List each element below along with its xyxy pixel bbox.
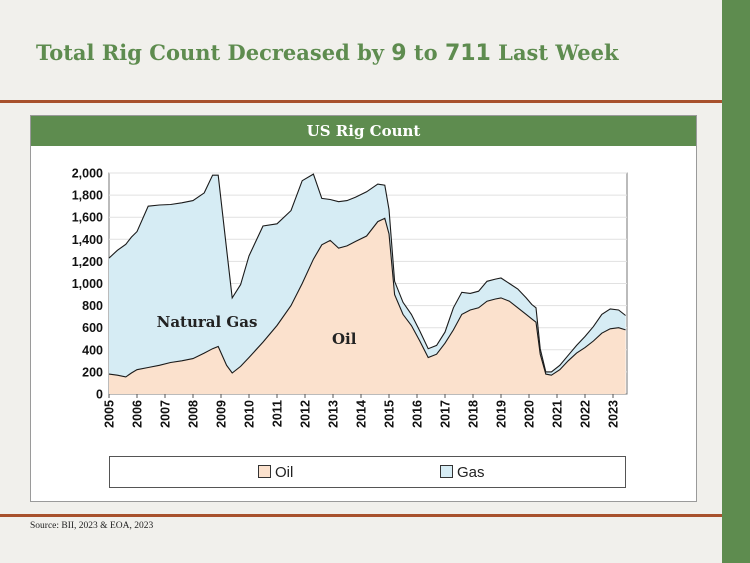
annotation-label: Oil bbox=[332, 330, 357, 348]
source-note: Source: BII, 2023 & EOA, 2023 bbox=[30, 521, 154, 531]
rig-count-area-chart: 0 200 400 600 800 1,000 1,200 1,400 1,600 1,800 2,… bbox=[72, 167, 628, 428]
slide-title-part: to bbox=[406, 40, 445, 65]
x-tick-label: 2010 bbox=[243, 400, 257, 428]
title-divider bbox=[0, 100, 722, 103]
legend-swatch-oil bbox=[258, 465, 271, 478]
x-tick-label: 2008 bbox=[187, 400, 201, 428]
x-tick-label: 2005 bbox=[103, 400, 117, 428]
y-tick-label: 1,000 bbox=[72, 277, 103, 291]
y-tick-label: 1,200 bbox=[72, 255, 103, 269]
y-tick-label: 0 bbox=[96, 388, 103, 402]
x-tick-label: 2021 bbox=[551, 400, 565, 428]
footer-divider bbox=[0, 514, 722, 517]
y-tick-label: 1,800 bbox=[72, 189, 103, 203]
y-tick-label: 2,000 bbox=[72, 167, 103, 181]
x-tick-label: 2007 bbox=[159, 400, 173, 428]
x-tick-label: 2018 bbox=[467, 400, 481, 428]
x-tick-label: 2023 bbox=[607, 400, 621, 428]
chart-panel: US Rig Count 0 200 400 600 800 1,000 1,200 1,40… bbox=[30, 115, 697, 502]
x-tick-label: 2012 bbox=[299, 400, 313, 428]
y-tick-label: 200 bbox=[82, 365, 103, 379]
slide-title-decrease-number: 9 bbox=[391, 41, 407, 66]
y-tick-label: 1,400 bbox=[72, 233, 103, 247]
y-tick-label: 400 bbox=[82, 343, 103, 357]
slide-title-part: Total Rig Count Decreased by bbox=[36, 40, 392, 65]
x-tick-label: 2014 bbox=[355, 400, 369, 428]
slide-title-total-number: 711 bbox=[444, 41, 491, 66]
y-tick-label: 1,600 bbox=[72, 211, 103, 225]
slide-title-part: Last Week bbox=[490, 40, 619, 65]
area-oil bbox=[109, 218, 626, 394]
x-tick-label: 2017 bbox=[439, 400, 453, 428]
x-tick-label: 2019 bbox=[495, 400, 509, 428]
y-tick-label: 800 bbox=[82, 299, 103, 313]
axes: 0 200 400 600 800 1,000 1,200 1,400 1,600 1,800 2,… bbox=[72, 167, 621, 428]
slide-right-accent-bar bbox=[722, 0, 750, 563]
x-tick-label: 2011 bbox=[271, 400, 285, 427]
x-tick-label: 2013 bbox=[327, 400, 341, 428]
x-tick-label: 2006 bbox=[131, 400, 145, 428]
x-tick-label: 2009 bbox=[215, 400, 229, 428]
area-series bbox=[108, 173, 626, 394]
legend-item-oil: Oil bbox=[258, 464, 293, 481]
legend-item-gas: Gas bbox=[440, 464, 485, 481]
line-gas bbox=[108, 173, 626, 373]
y-tick-label: 600 bbox=[82, 321, 103, 335]
x-tick-label: 2015 bbox=[383, 400, 397, 428]
legend-label-gas: Gas bbox=[457, 464, 485, 481]
chart-legend: Oil Gas bbox=[109, 456, 626, 488]
line-oil bbox=[108, 217, 626, 378]
chart-title: US Rig Count bbox=[31, 116, 696, 146]
annotations: Natural Gas Oil bbox=[157, 313, 357, 348]
legend-swatch-gas bbox=[440, 465, 453, 478]
x-tick-label: 2022 bbox=[579, 400, 593, 428]
x-tick-label: 2016 bbox=[411, 400, 425, 428]
slide-title: Total Rig Count Decreased by 9 to 711 La… bbox=[36, 40, 619, 66]
legend-label-oil: Oil bbox=[275, 464, 294, 481]
x-tick-label: 2020 bbox=[523, 400, 537, 428]
annotation-label: Natural Gas bbox=[157, 313, 258, 331]
area-gas bbox=[109, 174, 626, 377]
